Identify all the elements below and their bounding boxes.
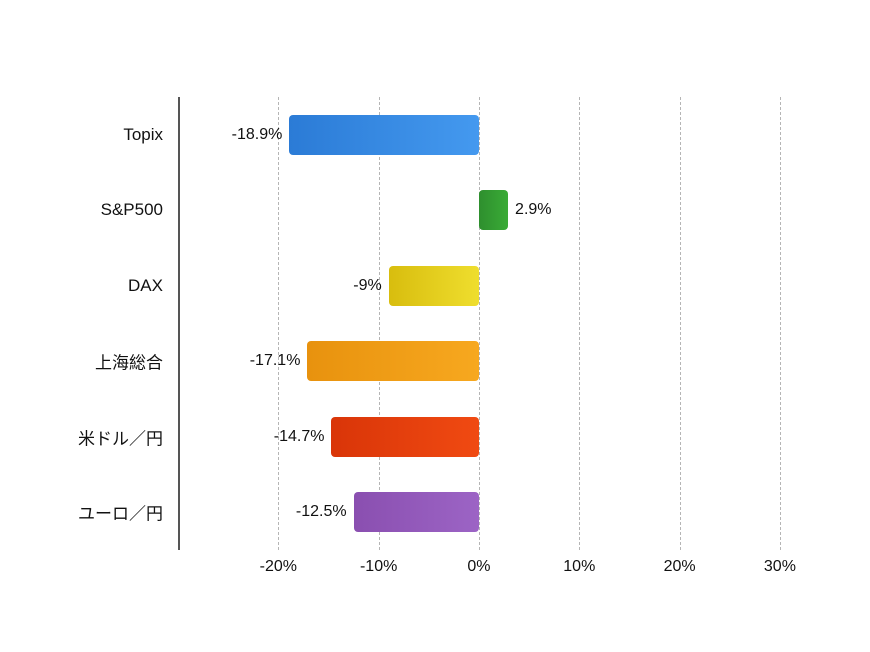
x-tick-label: 20%: [663, 558, 696, 575]
category-label: 上海総合: [95, 353, 163, 373]
bar-Topix: [289, 114, 479, 155]
bar-米ドル／円: [331, 416, 479, 457]
category-label: S&P500: [100, 200, 163, 220]
x-tick-label: -20%: [259, 558, 297, 575]
y-axis-line: [178, 97, 180, 550]
category-label: Topix: [123, 124, 163, 144]
gridline--20%: [278, 97, 280, 550]
x-tick-label: 30%: [763, 558, 796, 575]
gridline--10%: [378, 97, 380, 550]
plot-area: [178, 97, 800, 550]
value-label: -14.7%: [273, 427, 325, 445]
bar-DAX: [388, 265, 479, 306]
gridline-10%: [579, 97, 581, 550]
gridline-0%: [478, 97, 480, 550]
x-tick-label: 0%: [467, 558, 491, 575]
x-tick-label: -10%: [359, 558, 398, 575]
category-label: ユーロ／円: [78, 504, 163, 524]
x-tick-label: 10%: [563, 558, 596, 575]
gridline-30%: [779, 97, 781, 550]
value-label: -17.1%: [249, 352, 301, 370]
bar-ユーロ／円: [353, 492, 479, 533]
value-label: -12.5%: [295, 503, 347, 521]
gridline-20%: [679, 97, 681, 550]
category-label: 米ドル／円: [78, 429, 163, 449]
bar-上海総合: [307, 341, 479, 382]
bar-S&P500: [478, 190, 509, 231]
category-label: DAX: [128, 275, 163, 295]
value-label: -9%: [353, 276, 382, 294]
value-label: 2.9%: [515, 201, 552, 219]
value-label: -18.9%: [231, 125, 283, 143]
